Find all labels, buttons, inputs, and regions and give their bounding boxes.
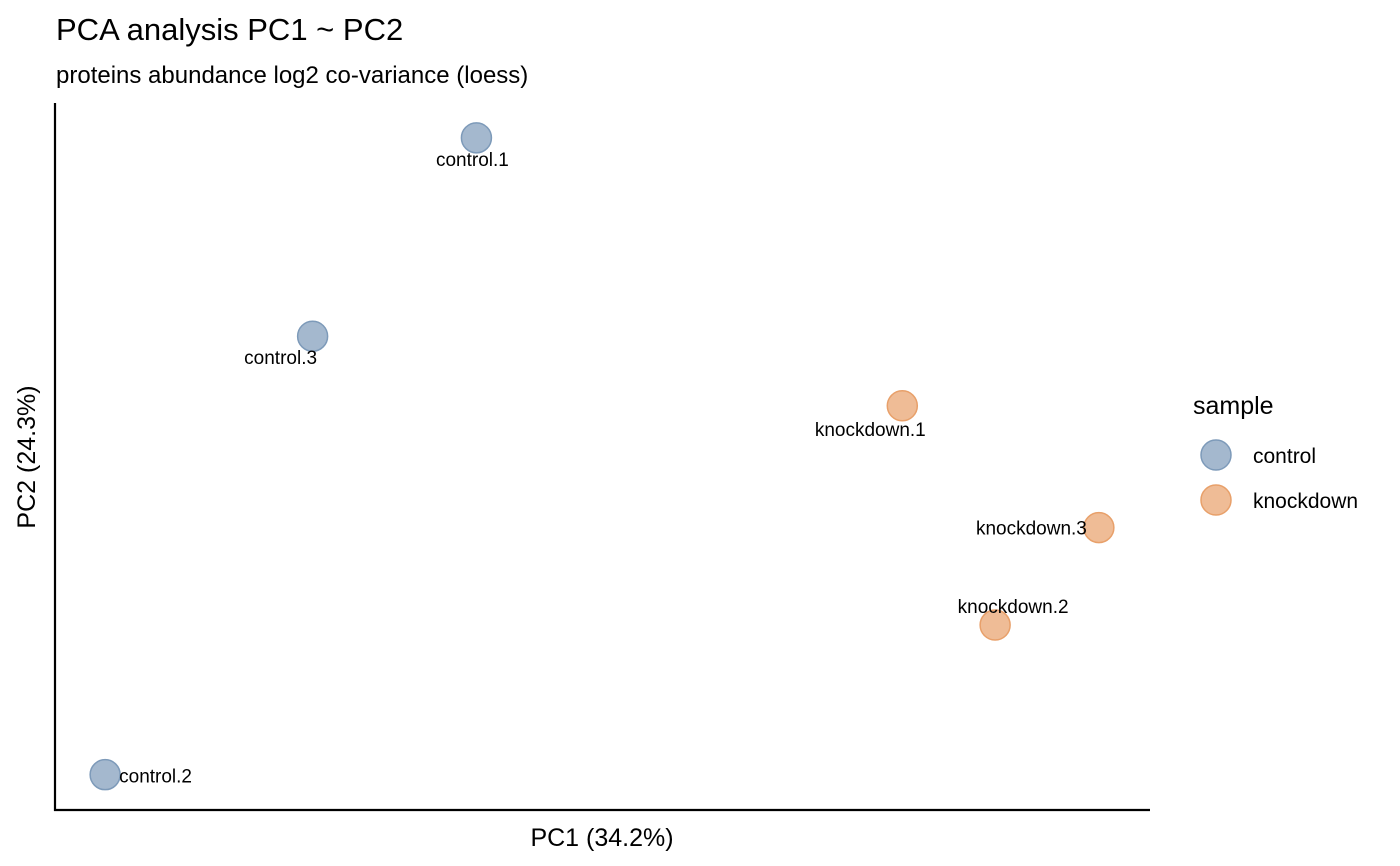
point-labels-layer: control.1 control.3 control.2 knockdown.1 kn… — [119, 150, 1087, 788]
legend-key-knockdown — [1200, 484, 1232, 516]
legend-key-control — [1200, 439, 1232, 471]
y-axis-title: PC2 (24.3%) — [13, 385, 41, 528]
x-axis-title: PC1 (34.2%) — [530, 824, 673, 852]
data-point-control-2 — [89, 758, 121, 791]
chart-subtitle: proteins abundance log2 co-variance (loe… — [56, 62, 528, 89]
point-label-knockdown-1: knockdown.1 — [815, 420, 926, 441]
data-point-control-3 — [296, 320, 329, 352]
point-label-knockdown-2: knockdown.2 — [958, 597, 1069, 618]
point-label-control-2: control.2 — [119, 767, 192, 788]
data-point-knockdown-1 — [886, 390, 919, 422]
legend-title: sample — [1193, 392, 1274, 420]
point-label-control-3: control.3 — [244, 348, 317, 369]
legend: sample control knockdown — [1193, 392, 1358, 516]
chart-title: PCA analysis PC1 ~ PC2 — [56, 12, 403, 47]
data-point-knockdown-3 — [1083, 511, 1115, 544]
point-label-control-1: control.1 — [436, 150, 509, 171]
data-point-knockdown-2 — [979, 609, 1011, 641]
legend-label-knockdown: knockdown — [1253, 490, 1358, 513]
data-point-control-1 — [460, 122, 493, 154]
legend-label-control: control — [1253, 445, 1316, 468]
legend-entries: control knockdown — [1200, 439, 1358, 516]
plot-area: control.1 control.3 control.2 knockdown.1 kn… — [53, 103, 1150, 812]
points-layer — [89, 122, 1115, 791]
point-label-knockdown-3: knockdown.3 — [976, 519, 1087, 540]
